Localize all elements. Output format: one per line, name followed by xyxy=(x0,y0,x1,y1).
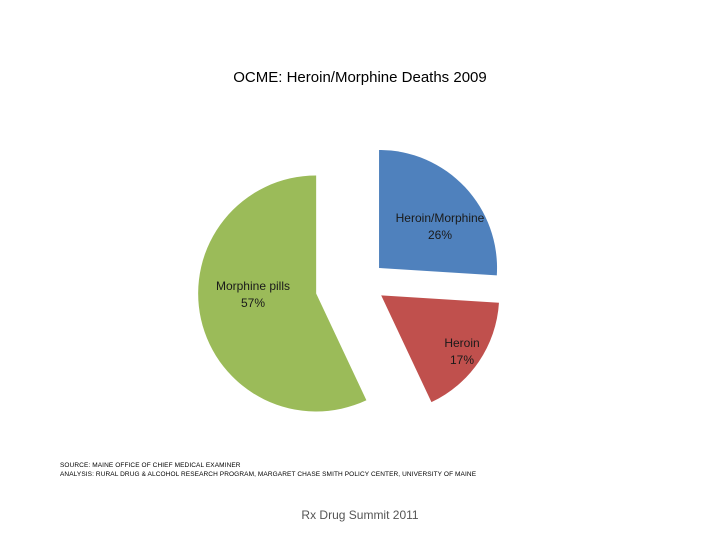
slice-category-label: Heroin xyxy=(444,336,479,350)
analysis-line: ANALYSIS: RURAL DRUG & ALCOHOL RESEARCH … xyxy=(60,471,477,478)
source-line: SOURCE: MAINE OFFICE OF CHIEF MEDICAL EX… xyxy=(60,462,241,469)
slice-category-label: Morphine pills xyxy=(216,279,290,293)
pie-slice-heroin-morphine xyxy=(379,149,498,276)
chart-title: OCME: Heroin/Morphine Deaths 2009 xyxy=(233,69,487,86)
footer-text: Rx Drug Summit 2011 xyxy=(301,508,419,522)
pie-slice-morphine-pills xyxy=(198,175,367,412)
source-note: SOURCE: MAINE OFFICE OF CHIEF MEDICAL EX… xyxy=(60,461,476,479)
slice-value-label: 57% xyxy=(241,296,265,310)
slice-value-label: 26% xyxy=(428,228,452,242)
slice-category-label: Heroin/Morphine xyxy=(396,211,485,225)
slice-value-label: 17% xyxy=(450,353,474,367)
pie-slice-heroin xyxy=(381,295,499,403)
